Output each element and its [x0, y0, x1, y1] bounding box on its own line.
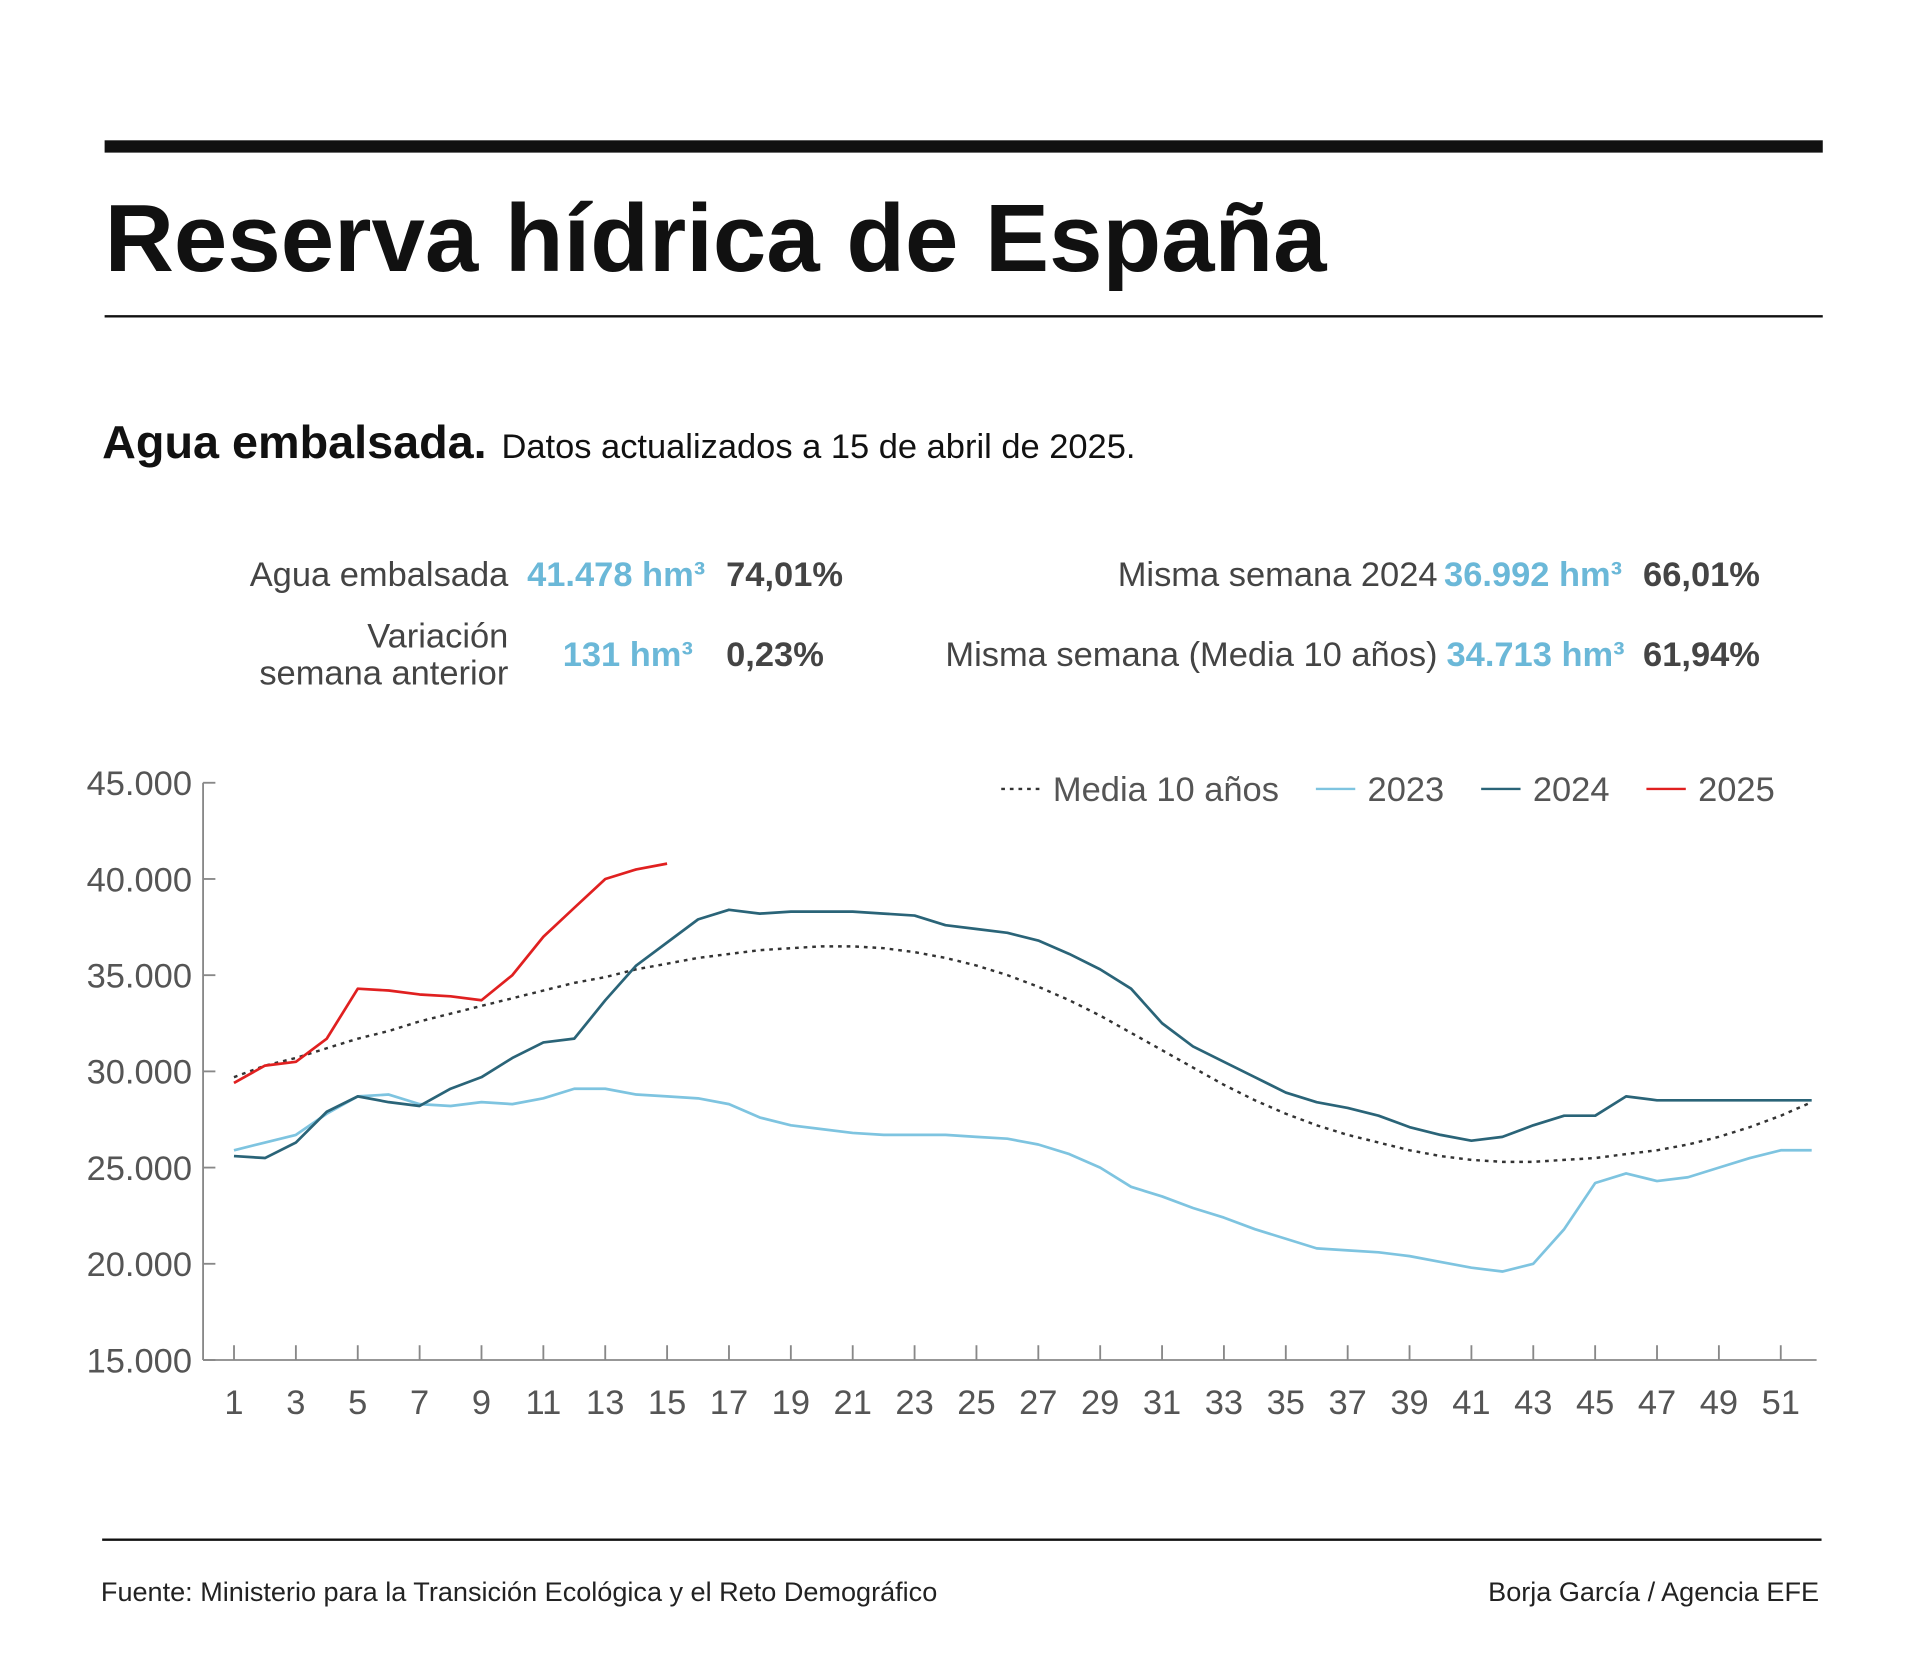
stat-label: Misma semana 2024: [1118, 556, 1438, 594]
stat-percent: 61,94%: [1643, 636, 1760, 674]
stat-label: Variación: [367, 617, 508, 655]
x-tick-label: 43: [1514, 1384, 1552, 1422]
x-tick-label: 41: [1452, 1384, 1490, 1422]
subtitle-bold: Agua embalsada.: [102, 416, 487, 468]
legend-label: 2023: [1368, 771, 1445, 809]
x-tick-label: 3: [286, 1384, 305, 1422]
x-tick-label: 29: [1081, 1384, 1119, 1422]
x-tick-label: 7: [410, 1384, 429, 1422]
y-tick-label: 45.000: [87, 765, 192, 803]
stat-percent: 66,01%: [1643, 556, 1760, 594]
y-tick-label: 20.000: [87, 1246, 192, 1284]
stat-label: semana anterior: [259, 654, 508, 692]
source: Fuente: Ministerio para la Transición Ec…: [101, 1576, 937, 1607]
series-line: [233, 908, 1812, 1160]
x-tick-label: 15: [648, 1384, 686, 1422]
x-tick-label: 13: [586, 1384, 624, 1422]
y-tick-label: 35.000: [87, 957, 192, 995]
stat-percent: 0,23%: [726, 636, 824, 674]
x-tick-label: 35: [1267, 1384, 1305, 1422]
x-tick-label: 17: [710, 1384, 748, 1422]
chart: 15.000 20.000 25.000 30.000 35.000 40.000 45.0…: [87, 765, 1817, 1422]
stat-volume: 36.992 hm³: [1444, 556, 1622, 594]
x-tick-label: 49: [1700, 1384, 1738, 1422]
x-tick-label: 37: [1329, 1384, 1367, 1422]
x-tick-label: 23: [895, 1384, 933, 1422]
x-tick-label: 5: [348, 1384, 367, 1422]
top-bar: [104, 140, 1823, 153]
credit: Borja García / Agencia EFE: [1488, 1576, 1819, 1607]
x-tick-label: 31: [1143, 1384, 1181, 1422]
x-tick-label: 51: [1762, 1384, 1800, 1422]
x-tick-label: 9: [472, 1384, 491, 1422]
stat-volume: 34.713 hm³: [1447, 636, 1625, 674]
legend: Media 10 años 2023 2024 2025: [1001, 771, 1775, 809]
legend-label: 2025: [1698, 771, 1775, 809]
x-tick-label: 45: [1576, 1384, 1614, 1422]
subtitle-text: Datos actualizados a 15 de abril de 2025…: [501, 428, 1135, 466]
x-tick-label: 1: [224, 1384, 243, 1422]
x-tick-label: 21: [834, 1384, 872, 1422]
y-tick-label: 40.000: [87, 861, 192, 899]
y-tick-label: 15.000: [87, 1342, 192, 1380]
x-tick-label: 25: [957, 1384, 995, 1422]
x-tick-label: 33: [1205, 1384, 1243, 1422]
y-tick-label: 30.000: [87, 1054, 192, 1092]
x-tick-label: 39: [1390, 1384, 1428, 1422]
stat-volume: 41.478 hm³: [527, 556, 705, 594]
legend-label: Media 10 años: [1053, 771, 1279, 809]
y-tick-label: 25.000: [87, 1150, 192, 1188]
subtitle: Agua embalsada. Datos actualizados a 15 d…: [102, 416, 1135, 468]
stat-label: Agua embalsada: [250, 556, 509, 594]
x-tick-label: 47: [1638, 1384, 1676, 1422]
stats: Agua embalsada 41.478 hm³ 74,01% Variacións…: [250, 556, 1760, 692]
series-line: [233, 862, 668, 1085]
x-tick-label: 11: [525, 1384, 561, 1422]
series-line: [233, 1087, 1812, 1273]
stat-volume: 131 hm³: [563, 636, 693, 674]
legend-label: 2024: [1533, 771, 1610, 809]
x-tick-label: 27: [1019, 1384, 1057, 1422]
title: Reserva hídrica de España: [105, 185, 1328, 292]
x-tick-label: 19: [772, 1384, 810, 1422]
series-line: [233, 945, 1813, 1164]
stat-percent: 74,01%: [726, 556, 843, 594]
stat-label: Misma semana (Media 10 años): [945, 636, 1437, 674]
